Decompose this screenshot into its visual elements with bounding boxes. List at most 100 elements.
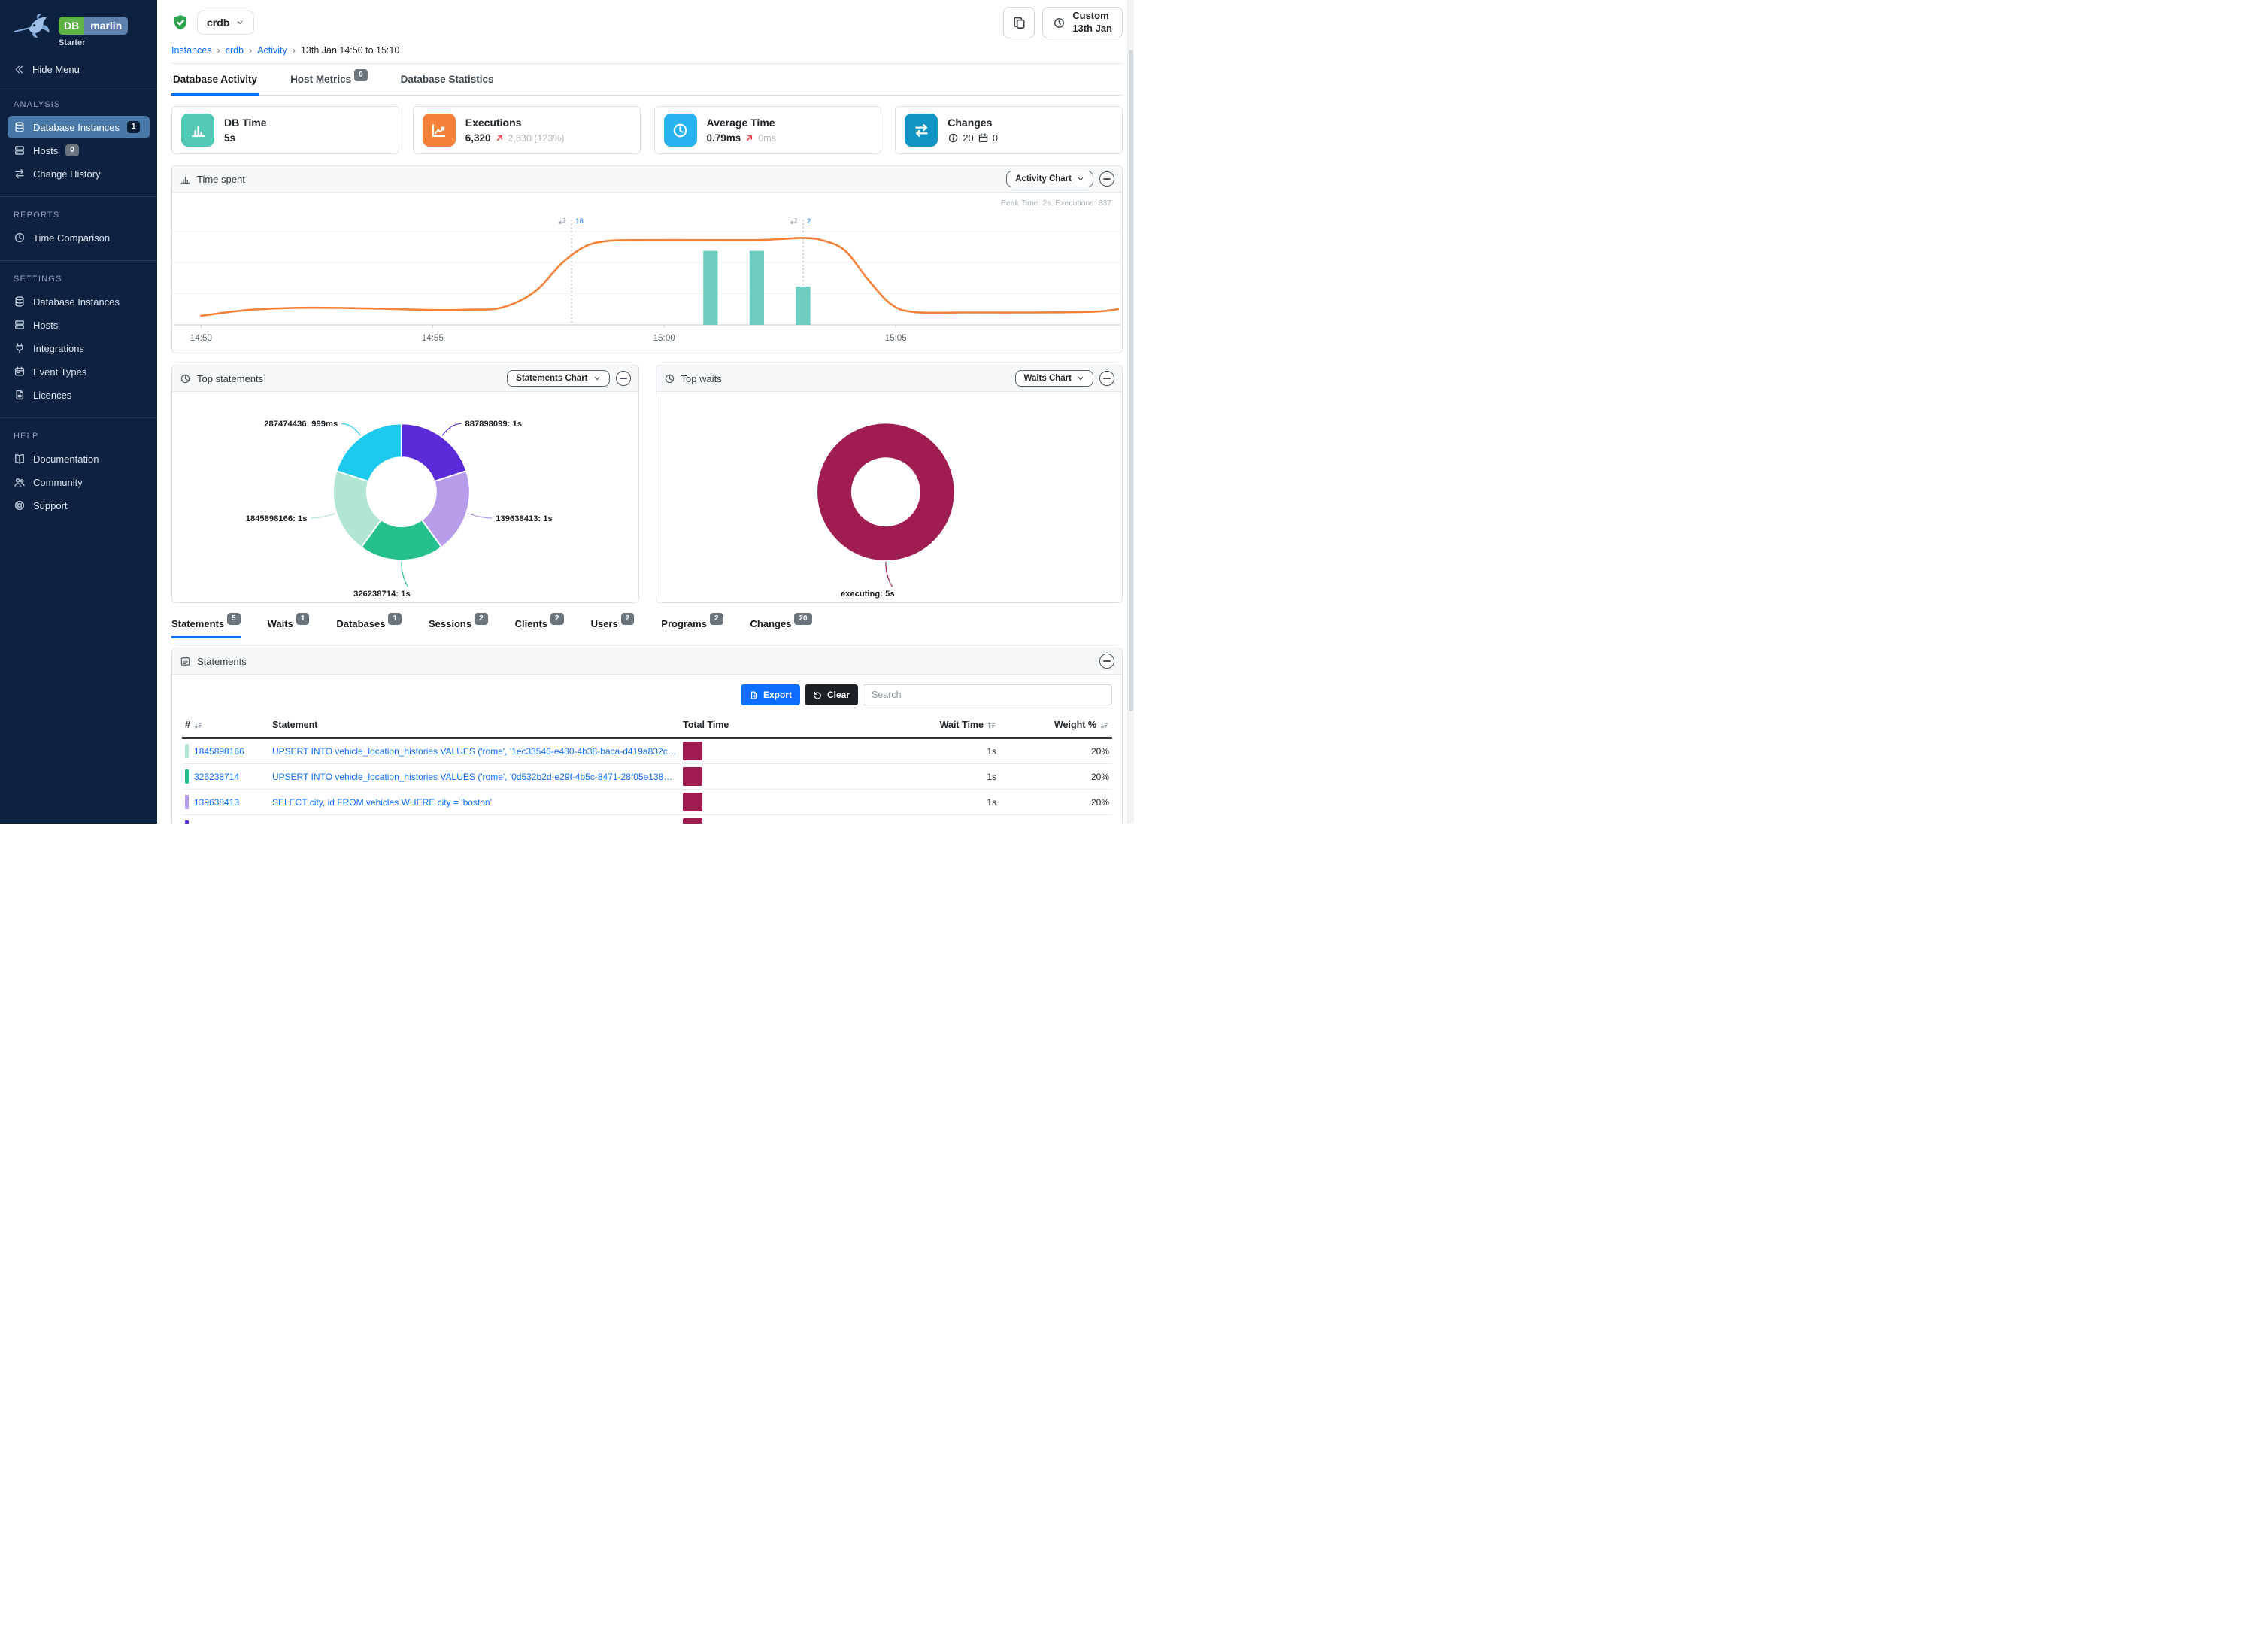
kpi-title: Executions bbox=[465, 117, 522, 129]
top-waits-title: Top waits bbox=[681, 372, 722, 384]
sidebar-item-support[interactable]: Support bbox=[8, 494, 150, 517]
breadcrumb-link-instances[interactable]: Instances bbox=[171, 45, 212, 56]
plug-icon bbox=[16, 343, 23, 353]
time-range-button[interactable]: Custom 13th Jan bbox=[1042, 7, 1123, 38]
clear-button[interactable]: Clear bbox=[804, 684, 858, 705]
statement-id-link[interactable]: 887898099 bbox=[194, 823, 239, 824]
activity-chart-selector[interactable]: Activity Chart bbox=[1006, 171, 1093, 187]
statement-row[interactable]: 1845898166 UPSERT INTO vehicle_location_h… bbox=[182, 739, 1112, 764]
sidebar-item-hosts[interactable]: Hosts bbox=[8, 314, 150, 336]
tab-label: Databases bbox=[336, 618, 386, 629]
scrollbar-thumb[interactable] bbox=[1129, 50, 1133, 711]
sidebar-item-integrations[interactable]: Integrations bbox=[8, 337, 150, 359]
statement-row[interactable]: 139638413 SELECT city, id FROM vehicles W… bbox=[182, 790, 1112, 815]
tab-statements[interactable]: Statements 5 bbox=[171, 613, 241, 638]
exchange-icon bbox=[15, 169, 24, 178]
statement-color-bar bbox=[185, 744, 189, 758]
clock-icon bbox=[14, 232, 25, 243]
column-header-label: Total Time bbox=[683, 720, 729, 730]
svg-text:14:50: 14:50 bbox=[190, 334, 212, 343]
arrow-up-right-icon bbox=[747, 135, 753, 141]
chevrons-left-icon bbox=[15, 65, 23, 74]
tab-waits[interactable]: Waits 1 bbox=[268, 613, 310, 638]
instance-selector-button[interactable]: crdb bbox=[197, 11, 255, 35]
main-tabs: Database Activity Host Metrics 0 Database S… bbox=[171, 64, 1123, 96]
sidebar-item-time-comparison[interactable]: Time Comparison bbox=[8, 226, 150, 249]
sidebar-item-database-instances[interactable]: Database Instances bbox=[8, 290, 150, 313]
sidebar-section-title: REPORTS bbox=[14, 211, 60, 220]
statement-row[interactable]: 887898099 CREATE STATISTICS __auto__ FROM… bbox=[182, 815, 1112, 824]
tab-badge: 1 bbox=[388, 613, 402, 625]
waits-chart-selector[interactable]: Waits Chart bbox=[1014, 370, 1093, 387]
collapse-time-spent-button[interactable] bbox=[1099, 171, 1114, 187]
tab-sessions[interactable]: Sessions 2 bbox=[429, 613, 488, 638]
tab-host-metrics[interactable]: Host Metrics 0 bbox=[289, 64, 369, 96]
svg-text:326238714: 1s: 326238714: 1s bbox=[353, 590, 411, 599]
sidebar-item-hosts[interactable]: Hosts 0 bbox=[8, 139, 150, 162]
vertical-scrollbar[interactable] bbox=[1127, 0, 1134, 824]
column-header-label: Wait Time bbox=[939, 720, 984, 730]
hide-menu-button[interactable]: Hide Menu bbox=[0, 55, 157, 86]
waits-chart-selector-label: Waits Chart bbox=[1023, 374, 1072, 383]
sidebar-item-badge: 1 bbox=[126, 121, 141, 133]
statement-id-link[interactable]: 326238714 bbox=[194, 771, 240, 782]
sidebar-item-event-types[interactable]: Event Types bbox=[8, 360, 150, 383]
statement-id-link[interactable]: 139638413 bbox=[194, 796, 240, 808]
statement-id-link[interactable]: 1845898166 bbox=[194, 745, 244, 757]
collapse-top-statements-button[interactable] bbox=[615, 371, 631, 386]
sidebar-item-database-instances[interactable]: Database Instances 1 bbox=[8, 116, 150, 138]
breadcrumb-link-activity[interactable]: Activity bbox=[257, 45, 287, 56]
sidebar: DB marlin Starter Hide Menu ANALYSIS Datab… bbox=[0, 0, 157, 824]
statements-table: # Statement Total Time Wait Time Weight % 18… bbox=[172, 713, 1122, 824]
tab-databases[interactable]: Databases 1 bbox=[336, 613, 402, 638]
column-header-weight[interactable]: Weight % bbox=[999, 713, 1112, 737]
tab-users[interactable]: Users 2 bbox=[591, 613, 635, 638]
statement-sql-link[interactable]: CREATE STATISTICS __auto__ FROM [63] WIT… bbox=[272, 823, 677, 824]
copy-button[interactable] bbox=[1003, 7, 1035, 38]
book-icon bbox=[15, 454, 24, 464]
caret-down-icon bbox=[594, 377, 599, 380]
tab-changes[interactable]: Changes 20 bbox=[750, 613, 812, 638]
tab-database-activity[interactable]: Database Activity bbox=[171, 64, 259, 96]
pie-chart-icon bbox=[180, 374, 190, 383]
sidebar-section-reports: REPORTS Time Comparison bbox=[0, 196, 157, 260]
wordmark-marlin: marlin bbox=[84, 17, 129, 35]
kpi-delta: 2,830 (123%) bbox=[508, 132, 565, 144]
hide-menu-label: Hide Menu bbox=[32, 64, 80, 75]
statement-row[interactable]: 326238714 UPSERT INTO vehicle_location_hi… bbox=[182, 764, 1112, 790]
sidebar-section-title: ANALYSIS bbox=[14, 100, 61, 109]
column-header-[interactable]: # bbox=[182, 713, 269, 737]
sidebar-item-licences[interactable]: Licences bbox=[8, 384, 150, 406]
clear-button-label: Clear bbox=[826, 690, 850, 700]
info-icon bbox=[949, 133, 958, 143]
breadcrumb-link-crdb[interactable]: crdb bbox=[225, 45, 244, 56]
wait-time-value: 1s bbox=[987, 745, 996, 757]
weight-value: 20% bbox=[1090, 771, 1109, 782]
sidebar-section-analysis: ANALYSIS Database Instances 1 Hosts 0 Change … bbox=[0, 86, 157, 196]
sidebar-item-documentation[interactable]: Documentation bbox=[8, 447, 150, 470]
statement-sql-link[interactable]: UPSERT INTO vehicle_location_histories V… bbox=[272, 745, 677, 757]
statement-sql-link[interactable]: UPSERT INTO vehicle_location_histories V… bbox=[272, 771, 677, 782]
kpi-value: 6,320 bbox=[465, 132, 491, 144]
database-icon bbox=[15, 296, 24, 307]
tab-programs[interactable]: Programs 2 bbox=[661, 613, 723, 638]
search-input[interactable] bbox=[863, 684, 1112, 705]
sidebar-item-change-history[interactable]: Change History bbox=[8, 162, 150, 185]
time-range-date: 13th Jan bbox=[1072, 23, 1112, 34]
export-button[interactable]: Export bbox=[740, 684, 800, 705]
tab-clients[interactable]: Clients 2 bbox=[515, 613, 564, 638]
svg-text:⇄: ⇄ bbox=[559, 216, 566, 226]
tab-database-statistics[interactable]: Database Statistics bbox=[399, 64, 496, 96]
statement-sql-link[interactable]: SELECT city, id FROM vehicles WHERE city… bbox=[272, 796, 492, 808]
kpi-icon-tile bbox=[663, 114, 697, 147]
instance-name: crdb bbox=[207, 17, 230, 29]
collapse-statements-button[interactable] bbox=[1099, 654, 1114, 669]
column-header-total-time: Total Time bbox=[680, 713, 823, 737]
collapse-top-waits-button[interactable] bbox=[1099, 371, 1114, 386]
statements-chart-selector[interactable]: Statements Chart bbox=[507, 370, 610, 387]
sidebar-item-community[interactable]: Community bbox=[8, 471, 150, 493]
column-header-wait-time[interactable]: Wait Time bbox=[823, 713, 999, 737]
event-icon bbox=[14, 366, 25, 376]
statements-table-header: # Statement Total Time Wait Time Weight % bbox=[182, 713, 1112, 739]
svg-text:executing: 5s: executing: 5s bbox=[840, 590, 894, 599]
